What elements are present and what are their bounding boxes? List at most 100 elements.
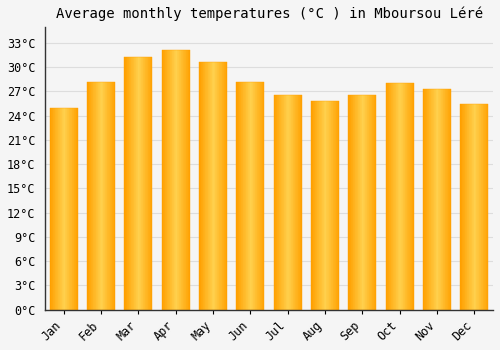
Bar xyxy=(180,50,182,310)
Bar xyxy=(404,83,406,310)
Bar xyxy=(423,89,451,310)
Bar xyxy=(483,104,484,310)
Bar xyxy=(201,62,202,310)
Bar xyxy=(350,96,351,310)
Bar xyxy=(486,104,487,310)
Bar xyxy=(363,96,364,310)
Bar xyxy=(298,96,299,310)
Bar xyxy=(473,104,474,310)
Bar xyxy=(150,57,151,310)
Bar xyxy=(58,107,59,310)
Bar xyxy=(261,82,262,310)
Bar xyxy=(482,104,483,310)
Bar xyxy=(474,104,475,310)
Bar xyxy=(297,96,298,310)
Bar xyxy=(183,50,184,310)
Bar xyxy=(258,82,259,310)
Bar xyxy=(242,82,243,310)
Bar xyxy=(283,96,284,310)
Bar xyxy=(125,57,126,310)
Bar xyxy=(373,96,374,310)
Bar xyxy=(413,83,414,310)
Bar xyxy=(484,104,485,310)
Bar xyxy=(319,101,320,310)
Bar xyxy=(314,101,316,310)
Bar xyxy=(440,89,442,310)
Bar xyxy=(318,101,319,310)
Bar xyxy=(327,101,328,310)
Bar xyxy=(348,96,376,310)
Bar xyxy=(288,96,289,310)
Bar xyxy=(104,82,106,310)
Bar xyxy=(362,96,363,310)
Bar xyxy=(447,89,448,310)
Bar xyxy=(140,57,141,310)
Bar xyxy=(215,62,216,310)
Bar xyxy=(163,50,164,310)
Bar xyxy=(410,83,411,310)
Bar xyxy=(147,57,148,310)
Bar xyxy=(87,82,115,310)
Bar xyxy=(475,104,476,310)
Bar xyxy=(68,107,70,310)
Bar xyxy=(139,57,140,310)
Bar xyxy=(245,82,246,310)
Bar xyxy=(436,89,437,310)
Bar xyxy=(236,82,264,310)
Bar xyxy=(354,96,356,310)
Bar xyxy=(226,62,227,310)
Bar xyxy=(92,82,93,310)
Bar xyxy=(287,96,288,310)
Bar xyxy=(65,107,66,310)
Bar xyxy=(349,96,350,310)
Bar xyxy=(296,96,297,310)
Bar xyxy=(236,82,237,310)
Bar xyxy=(94,82,95,310)
Bar xyxy=(438,89,439,310)
Bar xyxy=(173,50,174,310)
Bar xyxy=(64,107,65,310)
Bar xyxy=(70,107,71,310)
Bar xyxy=(432,89,433,310)
Bar xyxy=(445,89,446,310)
Bar xyxy=(175,50,176,310)
Bar xyxy=(126,57,128,310)
Bar xyxy=(294,96,295,310)
Bar xyxy=(370,96,371,310)
Bar xyxy=(96,82,97,310)
Bar xyxy=(114,82,115,310)
Bar xyxy=(73,107,74,310)
Bar xyxy=(401,83,402,310)
Bar xyxy=(333,101,334,310)
Bar xyxy=(124,57,152,310)
Bar xyxy=(372,96,373,310)
Bar xyxy=(299,96,300,310)
Bar xyxy=(240,82,242,310)
Bar xyxy=(431,89,432,310)
Bar xyxy=(388,83,389,310)
Bar xyxy=(406,83,408,310)
Bar xyxy=(61,107,62,310)
Bar xyxy=(259,82,260,310)
Bar xyxy=(224,62,225,310)
Bar xyxy=(365,96,366,310)
Bar xyxy=(444,89,445,310)
Bar xyxy=(400,83,401,310)
Bar xyxy=(62,107,63,310)
Bar xyxy=(301,96,302,310)
Bar xyxy=(374,96,375,310)
Bar xyxy=(439,89,440,310)
Bar xyxy=(434,89,435,310)
Bar xyxy=(251,82,252,310)
Bar xyxy=(359,96,360,310)
Bar xyxy=(295,96,296,310)
Bar xyxy=(216,62,218,310)
Bar xyxy=(408,83,409,310)
Bar xyxy=(442,89,444,310)
Bar xyxy=(326,101,327,310)
Bar xyxy=(437,89,438,310)
Bar xyxy=(433,89,434,310)
Bar xyxy=(164,50,166,310)
Bar xyxy=(386,83,413,310)
Bar xyxy=(348,96,349,310)
